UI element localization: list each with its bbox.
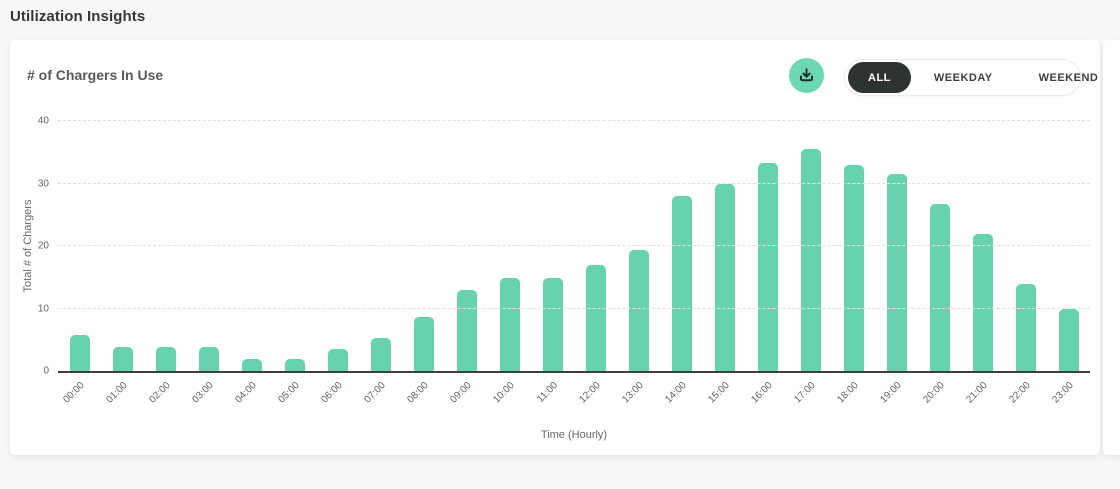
bar-13:00[interactable]	[628, 249, 649, 371]
bar-slot: 11:00	[531, 121, 574, 405]
range-toggle: ALL WEEKDAY WEEKEND	[844, 59, 1098, 96]
bar-09:00[interactable]	[456, 290, 477, 371]
x-tick-label: 10:00	[491, 380, 518, 406]
bar-slot: 07:00	[359, 121, 402, 405]
utilization-card: # of Chargers In Use ALL WEEKDAY WEEKEND T…	[10, 40, 1100, 455]
bar-slot: 17:00	[789, 121, 832, 405]
gridline	[58, 245, 1090, 246]
bar-19:00[interactable]	[886, 174, 907, 371]
page-title: Utilization Insights	[10, 8, 146, 25]
chart-title: # of Chargers In Use	[27, 67, 164, 83]
x-tick-label: 02:00	[147, 380, 174, 406]
x-tick-label: 16:00	[749, 380, 776, 406]
segment-weekday[interactable]: WEEKDAY	[911, 62, 1016, 93]
y-axis-title: Total # of Chargers	[22, 199, 34, 293]
y-tick-label: 10	[37, 303, 49, 314]
bar-slot: 14:00	[660, 121, 703, 405]
bar-slot: 22:00	[1004, 121, 1047, 405]
bar-slot: 00:00	[58, 121, 101, 405]
y-tick-label: 30	[37, 178, 49, 189]
bar-10:00[interactable]	[499, 277, 520, 371]
plot-area: Total # of Chargers 00:00 01:00 02:00 03:00…	[22, 116, 1090, 441]
x-tick-label: 11:00	[535, 380, 561, 405]
bar-slot: 05:00	[273, 121, 316, 405]
x-tick-label: 12:00	[577, 380, 604, 406]
bar-21:00[interactable]	[972, 233, 993, 371]
bar-slot: 20:00	[918, 121, 961, 405]
bar-slot: 23:00	[1047, 121, 1090, 405]
adjacent-card-edge	[1103, 40, 1120, 455]
gridline	[58, 307, 1090, 309]
bar-slot: 02:00	[144, 121, 187, 405]
x-tick-label: 21:00	[964, 380, 991, 406]
gridline	[58, 182, 1090, 184]
gridline	[58, 120, 1090, 121]
bar-16:00[interactable]	[757, 162, 778, 371]
bar-slot: 19:00	[875, 121, 918, 405]
x-tick-label: 00:00	[61, 380, 88, 406]
bar-slot: 16:00	[746, 121, 789, 405]
bar-03:00[interactable]	[198, 347, 219, 371]
bar-01:00[interactable]	[112, 347, 133, 371]
bar-slot: 03:00	[187, 121, 230, 405]
x-tick-label: 15:00	[706, 380, 733, 406]
x-tick-label: 07:00	[362, 380, 389, 406]
y-tick-label: 40	[37, 115, 49, 127]
x-tick-label: 17:00	[792, 380, 819, 406]
segment-weekend[interactable]: WEEKEND	[1016, 62, 1120, 93]
bar-18:00[interactable]	[843, 164, 864, 371]
bar-slot: 18:00	[832, 121, 875, 405]
bar-15:00[interactable]	[714, 184, 735, 371]
segment-all[interactable]: ALL	[848, 62, 911, 93]
download-icon	[797, 66, 816, 85]
x-tick-label: 20:00	[921, 380, 948, 406]
x-tick-label: 23:00	[1050, 380, 1077, 406]
x-tick-label: 08:00	[405, 380, 432, 406]
bar-slot: 10:00	[488, 121, 531, 405]
y-tick-label: 20	[37, 240, 49, 252]
x-tick-label: 01:00	[104, 380, 131, 406]
x-tick-label: 14:00	[663, 380, 690, 406]
x-tick-label: 13:00	[620, 380, 647, 406]
bar-06:00[interactable]	[327, 349, 348, 371]
x-tick-label: 04:00	[233, 380, 260, 406]
bar-14:00[interactable]	[671, 196, 692, 371]
x-tick-label: 03:00	[190, 380, 217, 406]
download-button[interactable]	[789, 58, 824, 93]
bar-slot: 12:00	[574, 121, 617, 405]
bar-12:00[interactable]	[585, 265, 606, 371]
x-tick-label: 22:00	[1007, 380, 1034, 406]
bars-layer: 00:00 01:00 02:00 03:00 04:00 05:00 06:00 07:00…	[58, 121, 1090, 405]
bar-slot: 08:00	[402, 121, 445, 405]
bar-11:00[interactable]	[542, 277, 563, 371]
bar-slot: 09:00	[445, 121, 488, 405]
bar-slot: 06:00	[316, 121, 359, 405]
bar-05:00[interactable]	[284, 359, 305, 371]
bar-slot: 13:00	[617, 121, 660, 405]
bar-23:00[interactable]	[1058, 309, 1079, 371]
x-tick-label: 05:00	[276, 380, 303, 406]
bar-slot: 01:00	[101, 121, 144, 405]
bar-04:00[interactable]	[241, 359, 262, 371]
bar-20:00[interactable]	[929, 203, 950, 371]
bar-22:00[interactable]	[1015, 283, 1036, 371]
bar-02:00[interactable]	[155, 347, 176, 371]
x-axis-title: Time (Hourly)	[540, 429, 608, 441]
x-tick-label: 06:00	[319, 380, 346, 406]
bar-slot: 21:00	[961, 121, 1004, 405]
x-tick-label: 09:00	[448, 380, 475, 406]
x-tick-label: 18:00	[835, 380, 862, 406]
x-tick-label: 19:00	[878, 380, 905, 406]
bar-slot: 04:00	[230, 121, 273, 405]
bar-slot: 15:00	[703, 121, 746, 405]
bar-17:00[interactable]	[800, 149, 821, 371]
bar-08:00[interactable]	[413, 316, 434, 371]
bar-07:00[interactable]	[370, 337, 391, 371]
bar-00:00[interactable]	[69, 335, 90, 371]
y-tick-label: 0	[43, 365, 49, 377]
